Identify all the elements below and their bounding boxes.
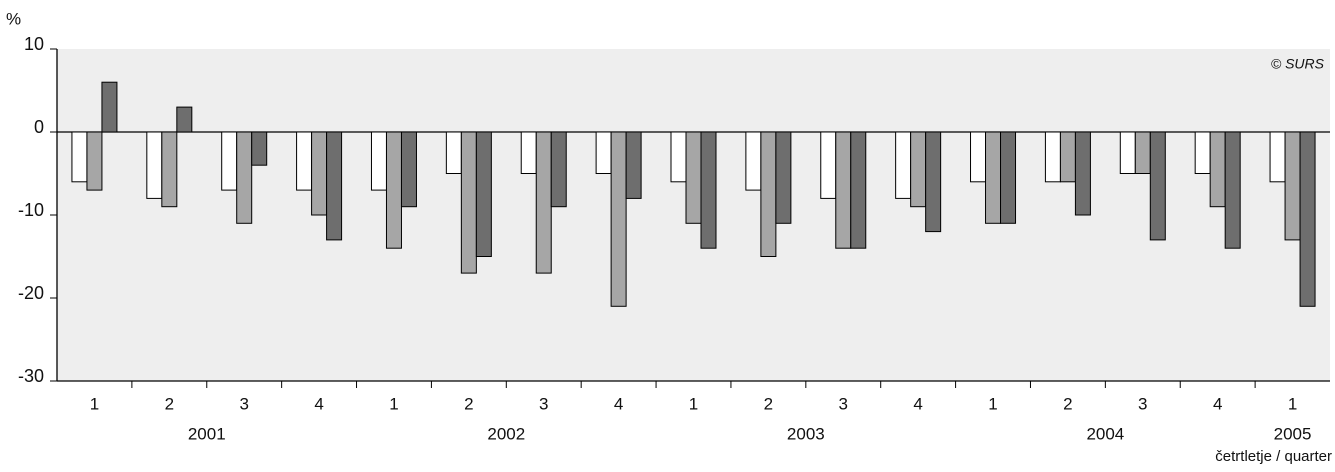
- x-tick-label: 1: [988, 394, 997, 413]
- bar: [475, 131, 492, 257]
- x-tick-label: 4: [614, 394, 623, 413]
- bar: [445, 131, 462, 174]
- bar: [520, 131, 537, 174]
- x-tick-label: 4: [1213, 394, 1222, 413]
- bar: [1284, 131, 1301, 241]
- bar: [1224, 131, 1241, 249]
- x-tick-label: 1: [90, 394, 99, 413]
- bar: [385, 131, 402, 249]
- bar: [895, 131, 912, 199]
- bar: [146, 131, 163, 199]
- bar: [970, 131, 987, 183]
- bar: [835, 131, 852, 249]
- y-tick-label: -20: [18, 283, 44, 303]
- year-label: 2003: [787, 424, 825, 443]
- y-tick-label: 10: [24, 34, 44, 54]
- bar: [1119, 131, 1136, 174]
- y-tick-label: -30: [18, 366, 44, 386]
- bar: [775, 131, 792, 224]
- annotation: © SURS: [1271, 56, 1325, 72]
- year-label: 2005: [1274, 424, 1312, 443]
- bar: [1194, 131, 1211, 174]
- bar: [1134, 131, 1151, 174]
- x-tick-label: 1: [689, 394, 698, 413]
- bar: [370, 131, 387, 191]
- x-tick-label: 2: [165, 394, 174, 413]
- bar: [550, 131, 567, 208]
- x-tick-label: 4: [913, 394, 922, 413]
- bar: [311, 131, 328, 216]
- y-axis-label: %: [6, 9, 21, 28]
- bar: [820, 131, 837, 199]
- bar: [910, 131, 927, 208]
- bar: [1269, 131, 1286, 183]
- bar: [296, 131, 313, 191]
- bar: [925, 131, 942, 233]
- bar: [326, 131, 343, 241]
- year-label: 2001: [188, 424, 226, 443]
- bar: [670, 131, 687, 183]
- bar: [1044, 131, 1061, 183]
- year-label: 2004: [1086, 424, 1124, 443]
- bar: [625, 131, 642, 199]
- bar: [985, 131, 1002, 224]
- bar: [460, 131, 477, 274]
- bar: [236, 131, 253, 224]
- bar: [535, 131, 552, 274]
- x-tick-label: 1: [1288, 394, 1297, 413]
- x-tick-label: 3: [1138, 394, 1147, 413]
- bar: [1149, 131, 1166, 241]
- x-tick-label: 2: [764, 394, 773, 413]
- y-tick-label: 0: [34, 117, 44, 137]
- bar: [745, 131, 762, 191]
- x-tick-label: 3: [539, 394, 548, 413]
- bar: [101, 81, 118, 133]
- bar: [700, 131, 717, 249]
- y-tick-label: -10: [18, 200, 44, 220]
- bar: [685, 131, 702, 224]
- bar: [1074, 131, 1091, 216]
- bar: [1059, 131, 1076, 183]
- x-axis-label: četrtletje / quarter: [1215, 448, 1332, 465]
- x-tick-label: 2: [1063, 394, 1072, 413]
- bar: [161, 131, 178, 208]
- bar: [71, 131, 88, 183]
- bar: [176, 106, 193, 133]
- x-tick-label: 3: [239, 394, 248, 413]
- bar: [221, 131, 238, 191]
- x-tick-label: 2: [464, 394, 473, 413]
- bar: [850, 131, 867, 249]
- x-tick-label: 4: [314, 394, 323, 413]
- bar: [251, 131, 268, 166]
- bar: [86, 131, 103, 191]
- year-label: 2002: [487, 424, 525, 443]
- bar: [1000, 131, 1017, 224]
- bar: [595, 131, 612, 174]
- bar: [610, 131, 627, 307]
- x-tick-label: 3: [839, 394, 848, 413]
- bar: [1209, 131, 1226, 208]
- x-tick-label: 1: [389, 394, 398, 413]
- bar: [400, 131, 417, 208]
- bar: [1299, 131, 1316, 307]
- bar: [760, 131, 777, 257]
